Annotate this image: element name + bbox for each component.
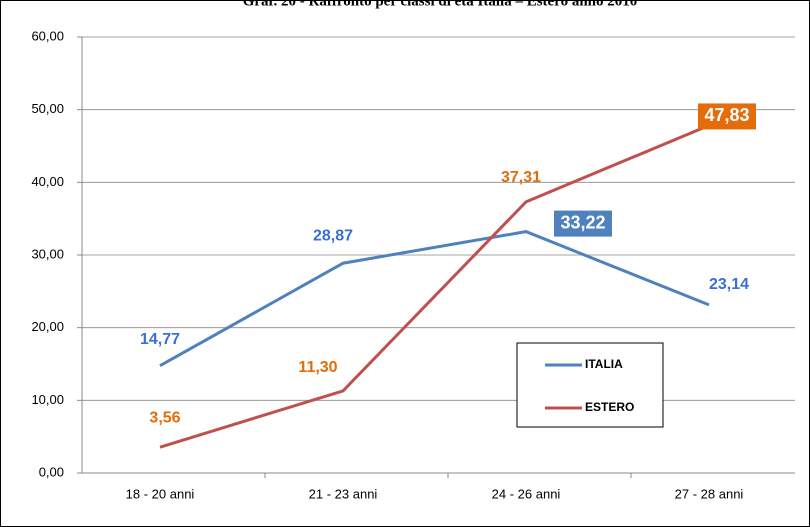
data-label: 3,56 [149,409,180,426]
chart-title: Graf. 20 - Raffronto per classi di età I… [243,0,638,9]
x-tick-label: 27 - 28 anni [675,486,744,501]
x-tick-label: 24 - 26 anni [492,486,561,501]
data-label: 47,83 [704,105,749,125]
legend-label: ITALIA [585,357,623,371]
x-tick-label: 18 - 20 anni [126,486,195,501]
data-label: 33,22 [560,212,605,232]
series-line [159,230,710,367]
data-label: 11,30 [298,359,337,376]
data-label: 14,77 [140,331,180,348]
label-box [554,210,612,237]
y-tick-label: 30,00 [31,246,64,261]
x-tick-label: 21 - 23 anni [309,486,378,501]
y-tick-label: 0,00 [39,464,64,479]
data-label: 37,31 [501,169,541,186]
y-tick-label: 20,00 [31,319,64,334]
label-box [698,103,756,130]
legend-box [516,342,664,428]
data-label: 23,14 [709,276,749,293]
data-label: 28,87 [313,227,353,244]
y-tick-label: 40,00 [31,174,64,189]
y-tick-label: 60,00 [31,28,64,43]
legend-label: ESTERO [585,400,634,414]
series-line [159,124,710,449]
y-tick-label: 10,00 [31,392,64,407]
y-tick-label: 50,00 [31,101,64,116]
